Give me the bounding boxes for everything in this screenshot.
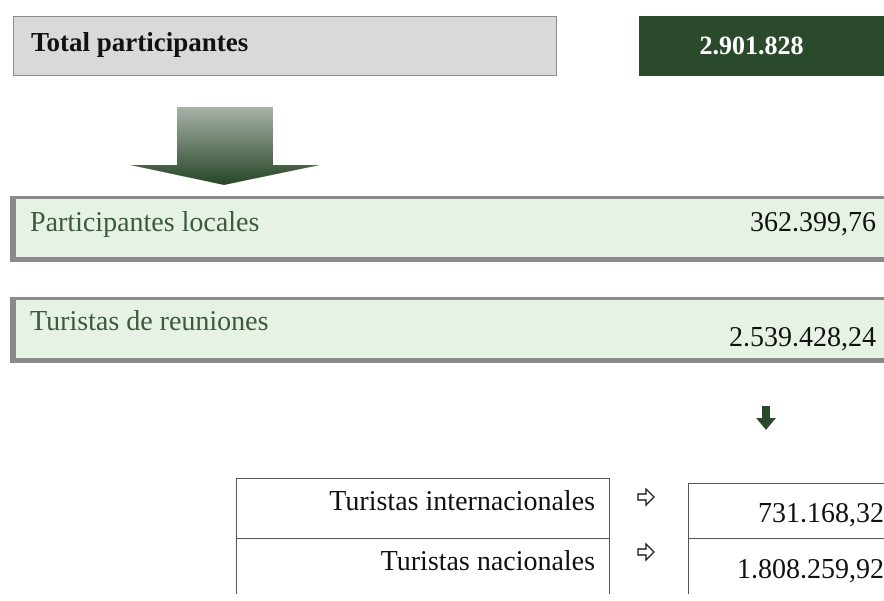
locales-label: Participantes locales <box>30 207 260 238</box>
locales-value: 362.399,76 <box>750 207 876 238</box>
row-label: Turistas nacionales <box>236 538 610 594</box>
reuniones-band: Turistas de reuniones 2.539.428,24 <box>10 297 884 363</box>
row-arrows <box>637 488 655 562</box>
reuniones-label: Turistas de reuniones <box>30 306 269 337</box>
row-value: 1.808.259,92 <box>688 538 884 594</box>
total-label: Total participantes <box>13 16 557 76</box>
total-value: 2.901.828 <box>639 16 884 76</box>
reuniones-value: 2.539.428,24 <box>729 322 876 353</box>
small-arrow <box>756 406 776 430</box>
row-label: Turistas internacionales <box>236 478 610 538</box>
big-arrow <box>130 107 320 185</box>
row-value: 731.168,32 <box>688 483 884 539</box>
locales-band: Participantes locales 362.399,76 <box>10 196 884 262</box>
